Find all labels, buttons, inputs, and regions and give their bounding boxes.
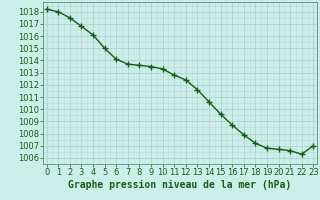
X-axis label: Graphe pression niveau de la mer (hPa): Graphe pression niveau de la mer (hPa) (68, 180, 292, 190)
